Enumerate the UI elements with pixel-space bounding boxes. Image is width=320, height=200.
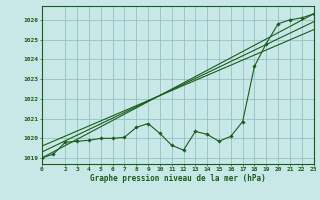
X-axis label: Graphe pression niveau de la mer (hPa): Graphe pression niveau de la mer (hPa)	[90, 174, 266, 183]
